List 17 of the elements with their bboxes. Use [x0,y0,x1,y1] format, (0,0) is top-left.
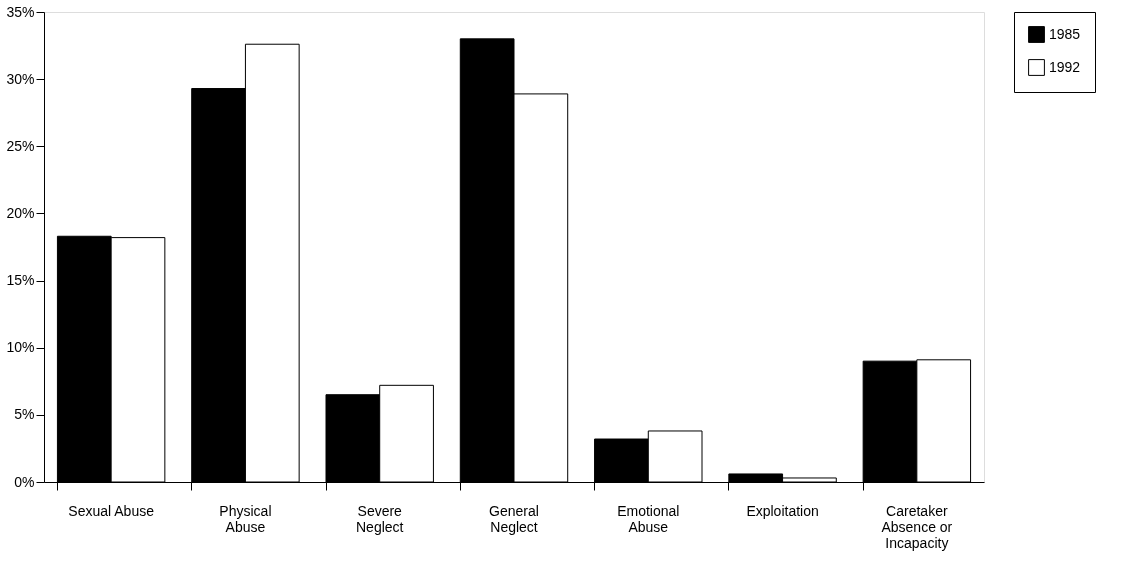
x-tick-label: Severe Neglect [355,502,404,535]
legend-label: 1992 [1049,58,1081,75]
legend-label: 1985 [1049,25,1081,42]
x-tick-label: Emotional Abuse [617,502,680,535]
y-tick-label: 0% [14,473,35,490]
y-tick-label: 25% [6,137,35,154]
x-tick-label: Exploitation [746,502,819,519]
x-tick-label: Caretaker Absence or Incapacity [881,502,953,551]
y-tick-label: 30% [6,70,35,87]
y-tick-label: 5% [14,406,35,423]
x-tick-label: Physical Abuse [219,502,272,535]
x-tick-label: General Neglect [489,502,539,535]
y-tick-label: 15% [6,272,35,289]
y-tick-label: 35% [6,3,35,20]
x-tick-label: Sexual Abuse [68,502,155,519]
y-tick-label: 20% [6,204,35,221]
y-tick-label: 10% [6,339,35,356]
